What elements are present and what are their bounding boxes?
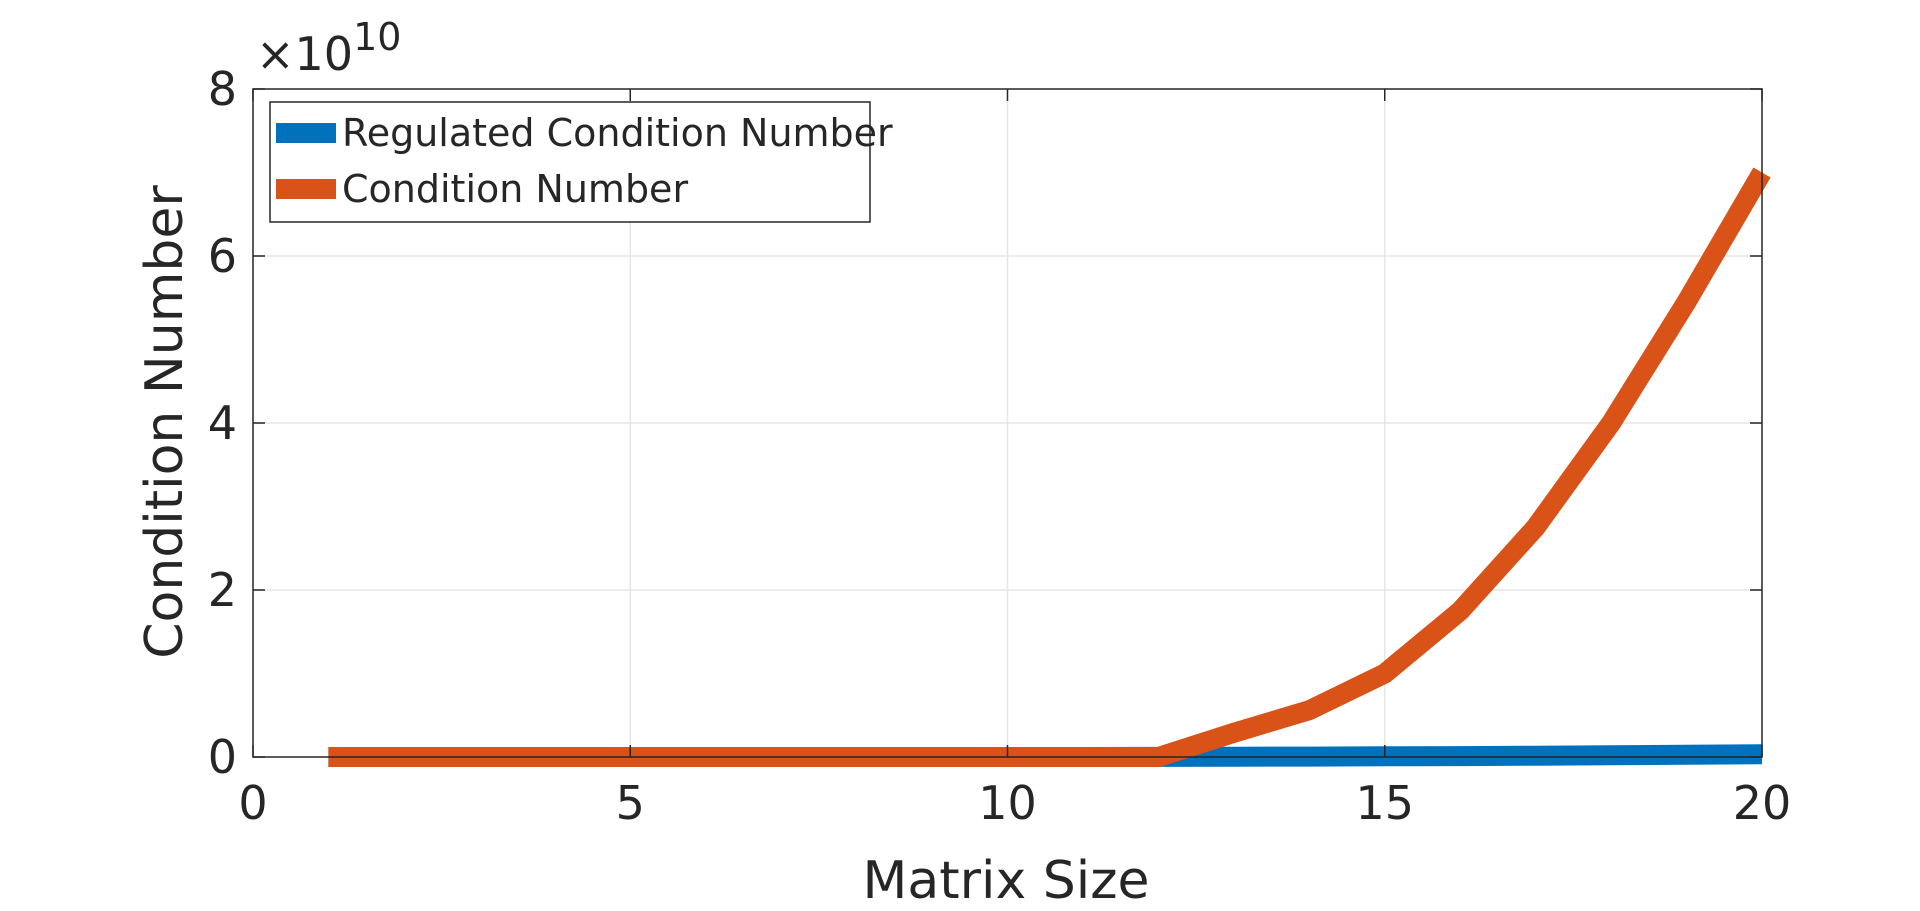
x-tick-label: 5 — [616, 776, 645, 830]
y-exponent-power: 10 — [353, 15, 401, 59]
x-tick-label: 20 — [1733, 776, 1792, 830]
grid — [253, 89, 1762, 757]
y-axis-title: Condition Number — [135, 185, 195, 659]
y-exponent-label: ×1010 — [256, 15, 401, 81]
y-tick-label: 6 — [208, 229, 237, 283]
legend-box — [269, 101, 871, 223]
tick-labels: 0 5 10 15 20 0 2 4 6 8 — [208, 62, 1792, 830]
legend-label-regulated: Regulated Condition Number — [342, 111, 893, 155]
y-tick-label: 8 — [208, 62, 237, 116]
x-tick-label: 15 — [1355, 776, 1414, 830]
y-tick-label: 2 — [208, 563, 237, 617]
y-exponent-base: ×10 — [256, 27, 353, 81]
x-axis-title: Matrix Size — [863, 851, 1150, 911]
series-line-1 — [328, 167, 1771, 767]
x-tick-label: 0 — [238, 776, 267, 830]
axes-frame — [252, 88, 1763, 758]
series-lines — [328, 167, 1771, 767]
legend: Regulated Condition Number Condition Num… — [269, 101, 893, 223]
y-tick-label: 0 — [208, 730, 237, 784]
x-tick-label: 10 — [978, 776, 1037, 830]
legend-label-condition: Condition Number — [342, 167, 688, 211]
y-tick-label: 4 — [208, 396, 237, 450]
